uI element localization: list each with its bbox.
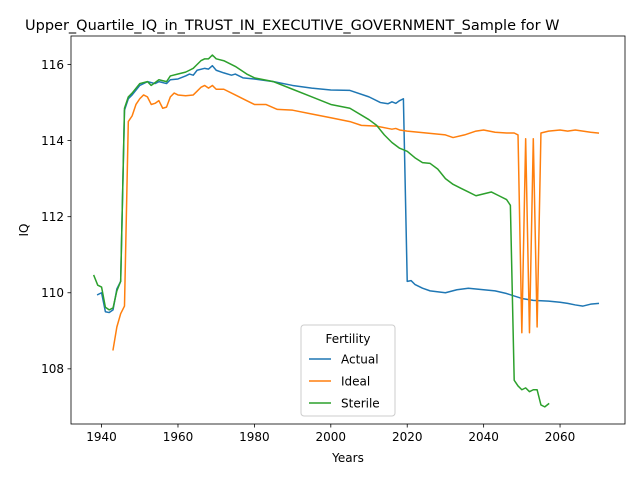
x-tick-label: 1940 — [86, 430, 117, 444]
legend-label-sterile: Sterile — [341, 396, 380, 410]
x-axis-label: Years — [331, 451, 364, 465]
series-line-ideal — [112, 84, 600, 351]
x-tick-label: 1980 — [239, 430, 270, 444]
legend-title: Fertility — [325, 332, 370, 346]
x-axis: 1940 1960 1980 2000 2020 2040 2060 — [86, 424, 575, 444]
chart-title: Upper_Quartile_IQ_in_TRUST_IN_EXECUTIVE_… — [25, 18, 560, 34]
legend-label-ideal: Ideal — [341, 374, 370, 388]
plot-frame — [70, 35, 626, 425]
series-line-actual — [96, 64, 600, 314]
x-tick-label: 2060 — [545, 430, 576, 444]
y-axis-label: IQ — [17, 224, 31, 237]
legend-label-actual: Actual — [341, 352, 379, 366]
y-tick-label: 110 — [41, 286, 64, 300]
legend: Fertility Actual Ideal Sterile — [300, 324, 396, 417]
legend-box — [300, 324, 396, 417]
x-tick-label: 1960 — [163, 430, 194, 444]
y-tick-label: 116 — [41, 58, 64, 72]
x-tick-label: 2000 — [316, 430, 347, 444]
y-axis: 108 110 112 114 116 — [41, 58, 71, 376]
y-tick-label: 112 — [41, 210, 64, 224]
y-tick-label: 108 — [41, 362, 64, 376]
plot-area — [70, 35, 626, 425]
y-tick-label: 114 — [41, 134, 64, 148]
series-line-sterile — [92, 54, 550, 408]
x-tick-label: 2020 — [392, 430, 423, 444]
x-tick-label: 2040 — [468, 430, 499, 444]
